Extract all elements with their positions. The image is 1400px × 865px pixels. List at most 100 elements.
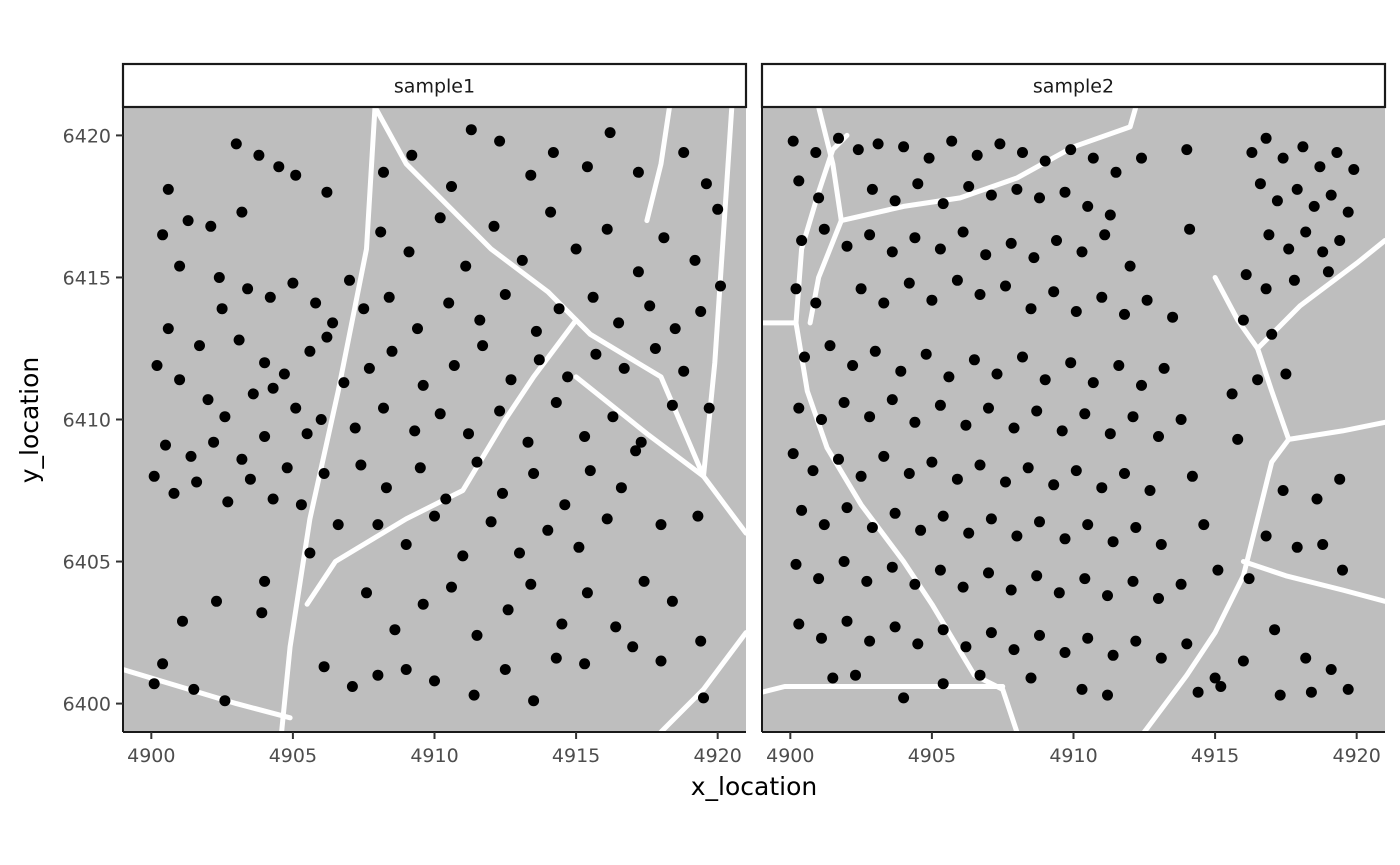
data-point <box>615 482 627 494</box>
data-point <box>1082 632 1094 644</box>
data-point <box>562 371 574 383</box>
data-point <box>1096 291 1108 303</box>
data-point <box>678 147 690 158</box>
data-point <box>898 141 910 153</box>
data-point <box>162 183 174 195</box>
data-point <box>1034 192 1045 204</box>
data-point <box>841 502 853 514</box>
data-point <box>1070 306 1082 317</box>
region-boundary <box>1255 238 1385 351</box>
data-point <box>1226 388 1238 400</box>
data-point <box>295 499 307 511</box>
region-boundary <box>123 667 293 721</box>
data-point <box>920 348 932 360</box>
data-point <box>618 362 630 374</box>
data-point <box>1331 147 1343 158</box>
data-point <box>610 621 622 633</box>
x-tick-label: 4915 <box>552 745 600 767</box>
region-boundary <box>644 107 672 224</box>
region-boundary <box>304 317 579 607</box>
data-point <box>1260 283 1272 295</box>
data-point <box>460 260 472 272</box>
data-point <box>414 462 426 474</box>
data-point <box>310 297 322 309</box>
data-point <box>974 459 986 471</box>
data-point <box>1260 530 1272 542</box>
region-boundary <box>816 107 1139 224</box>
data-point <box>655 519 667 531</box>
data-point <box>1087 377 1099 389</box>
data-point <box>160 439 171 451</box>
x-tick-label: 4920 <box>1333 745 1381 767</box>
data-point <box>516 254 528 266</box>
region-boundary <box>1141 436 1292 732</box>
x-tick-label: 4900 <box>127 745 175 767</box>
data-point <box>264 291 276 303</box>
data-point <box>547 147 559 158</box>
data-point <box>417 598 429 610</box>
data-point <box>790 558 802 570</box>
data-point <box>1000 280 1011 292</box>
data-point <box>202 394 214 406</box>
data-point <box>934 243 946 255</box>
data-point <box>378 166 389 178</box>
data-point <box>644 300 656 312</box>
data-point <box>542 524 554 536</box>
data-point <box>1082 200 1094 212</box>
data-point <box>934 399 946 411</box>
data-point <box>627 641 639 653</box>
data-point <box>267 493 279 505</box>
data-point <box>1192 686 1204 698</box>
data-point <box>1048 286 1060 298</box>
data-point <box>1184 223 1196 235</box>
data-point <box>1017 147 1028 158</box>
data-point <box>1104 209 1116 221</box>
data-point <box>790 283 802 295</box>
data-point <box>903 277 915 289</box>
data-point <box>807 465 819 477</box>
data-point <box>1082 519 1094 531</box>
data-point <box>909 232 921 244</box>
data-point <box>185 450 197 462</box>
data-point <box>909 578 921 590</box>
data-point <box>1269 624 1281 636</box>
data-point <box>1212 564 1224 576</box>
data-point <box>1107 536 1119 548</box>
data-point <box>635 436 647 448</box>
data-point <box>698 692 709 704</box>
data-point <box>358 303 370 315</box>
data-point <box>383 291 395 303</box>
data-point <box>1056 425 1068 437</box>
data-point <box>983 402 994 414</box>
data-point <box>886 246 898 258</box>
data-point <box>267 382 279 394</box>
data-point <box>985 513 997 525</box>
data-point <box>363 362 375 374</box>
data-point <box>573 541 585 553</box>
data-point <box>1059 186 1071 198</box>
data-point <box>912 178 924 190</box>
data-point <box>1144 485 1156 496</box>
data-point <box>236 206 248 218</box>
data-point <box>937 624 949 636</box>
data-point <box>545 206 557 218</box>
data-point <box>1300 226 1312 238</box>
data-point <box>177 615 188 627</box>
data-point <box>974 669 986 681</box>
data-point <box>861 575 873 587</box>
data-point <box>162 323 174 335</box>
data-point <box>278 368 290 380</box>
data-point <box>703 402 715 414</box>
data-point <box>528 695 540 707</box>
facet-strip-label: sample1 <box>394 76 475 98</box>
y-tick-label: 6410 <box>63 410 111 432</box>
data-point <box>994 138 1006 150</box>
data-point <box>866 183 878 195</box>
data-point <box>332 519 344 531</box>
data-point <box>1243 573 1255 585</box>
data-point <box>321 186 333 198</box>
data-point <box>182 215 194 227</box>
data-point <box>604 127 616 139</box>
y-tick-label: 6405 <box>63 552 111 574</box>
data-point <box>1031 405 1043 417</box>
